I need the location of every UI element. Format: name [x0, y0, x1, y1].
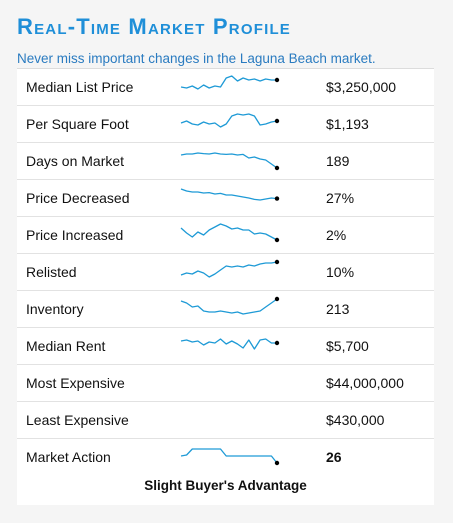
- row-value: $430,000: [326, 412, 385, 428]
- row-per-square-foot: Per Square Foot $1,193: [17, 106, 434, 143]
- sparkline-line: [180, 75, 277, 90]
- row-label: Per Square Foot: [26, 116, 129, 132]
- row-label: Median List Price: [26, 79, 134, 95]
- sparkline-median-rent: [180, 338, 280, 350]
- sparkline-price-increased: [180, 223, 280, 243]
- sparkline-endpoint: [274, 165, 280, 171]
- row-label: Least Expensive: [26, 412, 129, 428]
- row-value: $1,193: [326, 116, 369, 132]
- sparkline-endpoint: [274, 460, 280, 466]
- row-value: $44,000,000: [326, 375, 404, 391]
- sparkline-per-square-foot: [180, 113, 280, 128]
- sparkline-line: [180, 188, 278, 201]
- row-label: Median Rent: [26, 338, 106, 354]
- sparkline-line: [180, 298, 278, 315]
- sparkline-market-action: [180, 448, 280, 466]
- row-median-rent: Median Rent $5,700: [17, 328, 434, 365]
- row-label: Market Action: [26, 449, 111, 465]
- sparkline-days-on-market: [180, 152, 280, 171]
- sparkline-line: [180, 261, 278, 278]
- row-relisted: Relisted 10%: [17, 254, 434, 291]
- widget-subtitle: Never miss important changes in the Lagu…: [17, 51, 376, 66]
- sparkline-endpoint: [274, 296, 280, 302]
- row-value: 2%: [326, 227, 347, 243]
- sparkline-line: [180, 448, 278, 464]
- row-days-on-market: Days on Market 189: [17, 143, 434, 180]
- sparkline-endpoint: [274, 77, 280, 83]
- row-inventory: Inventory 213: [17, 291, 434, 328]
- row-label: Most Expensive: [26, 375, 125, 391]
- row-value: $5,700: [326, 338, 369, 354]
- row-value: 213: [326, 301, 350, 317]
- row-label: Price Decreased: [26, 190, 130, 206]
- row-value: 189: [326, 153, 350, 169]
- sparkline-line: [180, 152, 278, 169]
- sparkline-median-list-price: [180, 75, 280, 90]
- sparkline-endpoint: [274, 237, 280, 243]
- sparkline-line: [180, 113, 278, 128]
- sparkline-endpoint: [274, 118, 280, 124]
- row-label: Inventory: [26, 301, 84, 317]
- row-value: 26: [326, 449, 342, 465]
- row-label: Relisted: [26, 264, 77, 280]
- sparkline-inventory: [180, 296, 280, 315]
- row-least-expensive: Least Expensive $430,000: [17, 402, 434, 439]
- row-value: 10%: [326, 264, 355, 280]
- row-value: $3,250,000: [326, 79, 397, 95]
- market-action-summary: Slight Buyer's Advantage: [144, 478, 307, 493]
- sparkline-price-decreased: [180, 188, 280, 201]
- sparkline-endpoint: [274, 340, 280, 346]
- widget-title: Real-Time Market Profile: [17, 14, 292, 39]
- sparkline-relisted: [180, 259, 280, 278]
- row-price-decreased: Price Decreased 27%: [17, 180, 434, 217]
- sparkline-endpoint: [274, 196, 280, 201]
- row-price-increased: Price Increased 2%: [17, 217, 434, 254]
- row-label: Price Increased: [26, 227, 124, 243]
- sparkline-endpoint: [274, 259, 280, 265]
- sparkline-line: [180, 223, 278, 241]
- row-value: 27%: [326, 190, 355, 206]
- row-label: Days on Market: [26, 153, 125, 169]
- row-most-expensive: Most Expensive $44,000,000: [17, 365, 434, 402]
- row-median-list-price: Median List Price $3,250,000: [17, 69, 434, 106]
- row-market-action: Market Action 26: [17, 439, 434, 476]
- sparkline-line: [180, 338, 277, 350]
- market-stats-table: Median List Price $3,250,000 Per Square …: [17, 68, 434, 505]
